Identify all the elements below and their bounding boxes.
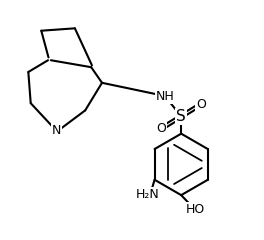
Text: S: S: [176, 109, 186, 124]
Text: HO: HO: [186, 203, 205, 216]
Text: NH: NH: [155, 90, 174, 102]
Text: O: O: [157, 122, 167, 135]
Text: N: N: [52, 124, 61, 137]
Text: O: O: [196, 98, 206, 111]
Text: H₂N: H₂N: [135, 188, 159, 201]
